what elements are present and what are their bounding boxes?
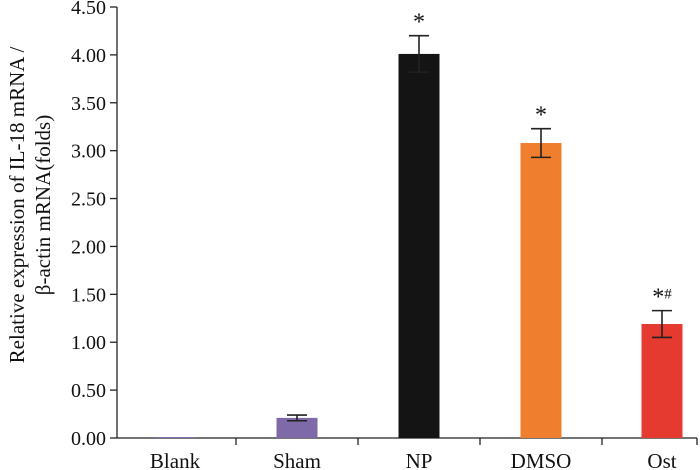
y-tick-label: 4.00 xyxy=(71,45,106,67)
significance-marker: *# xyxy=(652,285,672,311)
bars xyxy=(154,53,683,439)
y-tick-label: 0.50 xyxy=(71,380,106,402)
bar-dmso xyxy=(520,143,562,438)
error-bars xyxy=(287,34,672,422)
error-bar-sham xyxy=(287,414,307,422)
bar-np xyxy=(398,53,440,438)
x-category-label: DMSO xyxy=(511,449,572,470)
y-axis-title-line1: Relative expression of IL-18 mRNA / xyxy=(5,46,29,363)
y-axis: 0.00 0.50 1.00 1.50 2.00 2.50 3.00 3.50 4.00 4.50 xyxy=(71,0,118,450)
y-tick-label: 1.00 xyxy=(71,332,106,354)
error-bar-np xyxy=(409,34,429,73)
bar-ost xyxy=(641,324,683,438)
x-axis: Blank Sham NP DMSO Ost xyxy=(117,437,698,470)
x-category-label: Sham xyxy=(273,449,321,470)
y-tick-label: 2.50 xyxy=(71,189,106,211)
y-tick-label: 3.50 xyxy=(71,93,106,115)
x-category-label: Ost xyxy=(647,449,676,470)
error-bar-dmso xyxy=(531,127,551,159)
significance-markers: * * *# xyxy=(413,10,672,311)
y-tick-label: 1.50 xyxy=(71,284,106,306)
x-category-label: Blank xyxy=(150,449,201,470)
bar-sham xyxy=(276,417,318,438)
error-bar-ost xyxy=(652,309,672,339)
x-category-label: NP xyxy=(406,449,433,470)
y-tick-label: 4.50 xyxy=(71,0,106,19)
bar-blank xyxy=(154,437,196,439)
significance-marker: * xyxy=(413,10,425,36)
y-tick-label: 2.00 xyxy=(71,236,106,258)
y-tick-label: 3.00 xyxy=(71,141,106,163)
y-tick-label: 0.00 xyxy=(71,428,106,450)
y-axis-title-line2: β-actin mRNA(folds) xyxy=(31,115,55,295)
significance-marker: * xyxy=(535,103,547,129)
